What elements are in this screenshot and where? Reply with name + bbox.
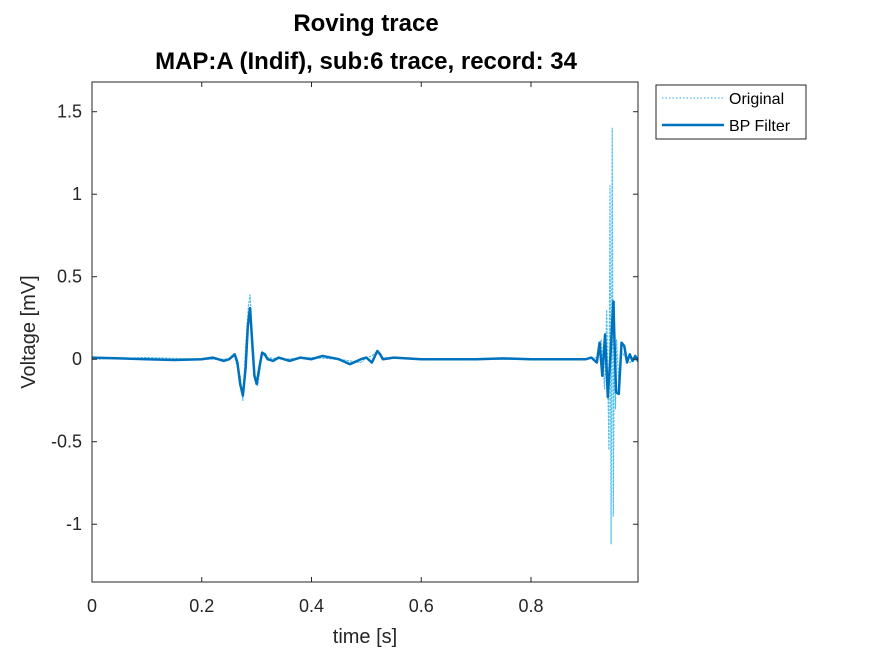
- series-line-bp-filter: [92, 300, 638, 399]
- y-axis-label: Voltage [mV]: [18, 275, 40, 388]
- series-layer: [92, 127, 638, 545]
- legend-label-original: Original: [729, 91, 784, 108]
- y-axis-ticks: 1.5 1 0.5 0 -0.5 -1: [51, 102, 638, 534]
- x-axis-ticks: 0 0.2 0.4 0.6 0.8: [87, 82, 544, 616]
- x-tick-label: 0: [87, 596, 97, 616]
- x-axis-label: time [s]: [333, 626, 397, 648]
- chart-title-line-2: MAP:A (Indif), sub:6 trace, record: 34: [155, 48, 577, 75]
- y-tick-label: -0.5: [51, 432, 82, 452]
- x-tick-label: 0.4: [299, 596, 324, 616]
- plot-frame: [91, 81, 639, 583]
- y-tick-label: 0: [72, 349, 82, 369]
- legend: Original BP Filter: [655, 84, 807, 140]
- x-tick-label: 0.8: [518, 596, 543, 616]
- plot-area: [92, 82, 638, 582]
- chart-title-line-1: Roving trace: [293, 10, 438, 37]
- y-tick-label: 0.5: [57, 267, 82, 287]
- y-tick-label: -1: [66, 514, 82, 534]
- legend-label-bp-filter: BP Filter: [729, 118, 791, 135]
- legend-box: [655, 84, 807, 140]
- x-tick-label: 0.2: [189, 596, 214, 616]
- y-tick-label: 1.5: [57, 102, 82, 122]
- x-tick-label: 0.6: [409, 596, 434, 616]
- y-tick-label: 1: [72, 184, 82, 204]
